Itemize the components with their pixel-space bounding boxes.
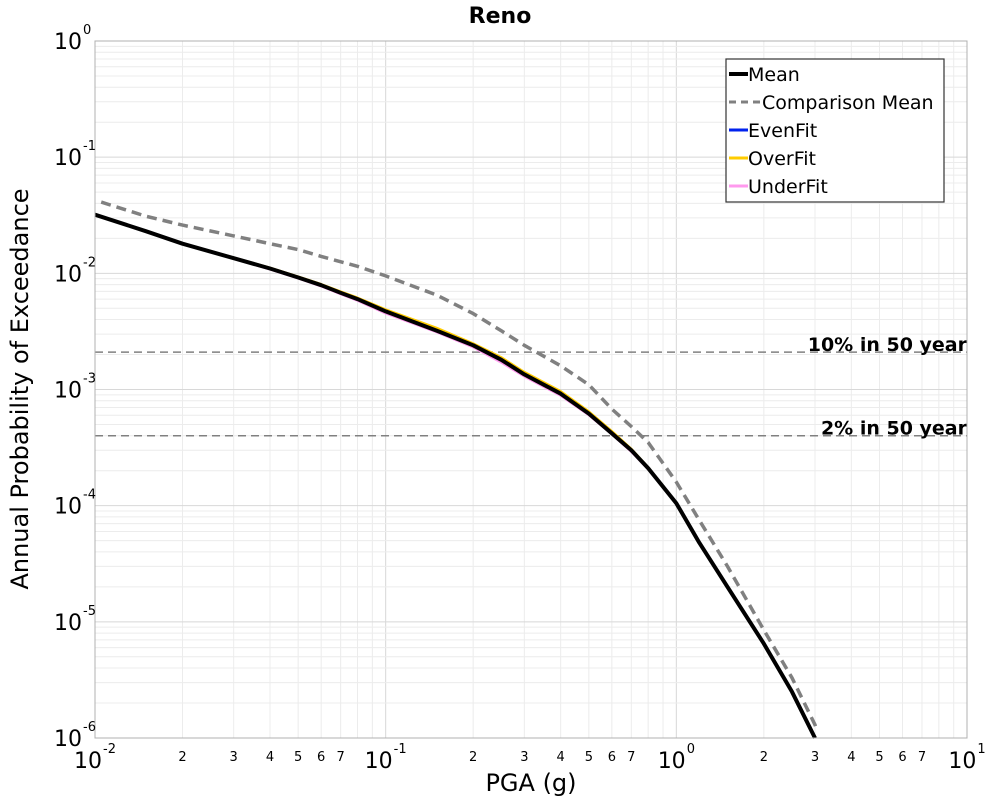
y-tick-label: 10-3	[54, 372, 96, 404]
x-minor-tick-label: 7	[918, 750, 926, 765]
plot-frame	[94, 40, 968, 739]
x-minor-tick-label: 7	[627, 750, 635, 765]
y-tick-exponent: -6	[83, 720, 96, 735]
x-minor-tick-label: 4	[266, 750, 274, 765]
x-tick-label: 101	[948, 742, 985, 774]
x-minor-tick-label: 5	[875, 750, 883, 765]
x-tick-label: 10-1	[365, 742, 407, 774]
y-tick-exponent: -3	[83, 372, 96, 387]
y-tick-exponent: -1	[83, 139, 96, 154]
legend-label: Mean	[748, 64, 800, 86]
reference-lines: 10% in 50 year 2% in 50 year	[95, 334, 968, 440]
legend-label: EvenFit	[748, 120, 817, 142]
x-minor-tick-label: 6	[898, 750, 906, 765]
y-tick-exponent: 0	[83, 23, 91, 38]
x-minor-tick-label: 4	[557, 750, 565, 765]
y-tick-label: 10-1	[54, 139, 96, 171]
y-tick-label: 100	[54, 23, 91, 55]
reference-line-label: 2% in 50 year	[821, 418, 968, 440]
x-minor-tick-label: 6	[317, 750, 325, 765]
x-minor-tick-label: 6	[608, 750, 616, 765]
chart-title: Reno	[469, 4, 532, 29]
series-line-comparison-mean	[100, 200, 819, 732]
y-tick-exponent: -2	[83, 255, 96, 270]
y-tick-label: 10-2	[54, 255, 96, 287]
y-tick-label: 10-6	[54, 720, 96, 752]
y-tick-label: 10-4	[54, 488, 96, 520]
x-tick-exponent: -1	[394, 742, 407, 757]
legend-label: OverFit	[748, 148, 816, 170]
x-minor-tick-label: 3	[520, 750, 528, 765]
x-minor-tick-label: 2	[469, 750, 477, 765]
x-minor-tick-label: 3	[811, 750, 819, 765]
x-minor-tick-label: 3	[230, 750, 238, 765]
legend-label: Comparison Mean	[762, 92, 934, 114]
x-minor-tick-label: 5	[585, 750, 593, 765]
series-line-underfit	[94, 214, 816, 739]
legend-box	[725, 58, 945, 203]
x-tick-exponent: 1	[977, 742, 985, 757]
grid	[94, 41, 967, 739]
y-axis-title: Annual Probability of Exceedance	[6, 188, 34, 589]
x-minor-tick-label: 7	[337, 750, 345, 765]
x-tick-exponent: -2	[103, 742, 116, 757]
legend: Mean Comparison Mean EvenFit OverFit UnderFi…	[725, 58, 945, 203]
y-tick-exponent: -5	[83, 604, 96, 619]
x-axis-title: PGA (g)	[485, 769, 576, 797]
series-line-mean	[94, 212, 817, 739]
y-axis-ticks: 100 10-1 10-2 10-3 10-4 10-5 10-6	[54, 23, 96, 752]
y-tick-exponent: -4	[83, 488, 96, 503]
reference-line-label: 10% in 50 year	[808, 334, 968, 356]
x-tick-label: 100	[658, 742, 695, 774]
series-lines	[94, 200, 819, 739]
y-tick-label: 10-5	[54, 604, 96, 636]
x-tick-exponent: 0	[687, 742, 695, 757]
x-minor-tick-label: 2	[178, 750, 186, 765]
x-minor-tick-label: 5	[294, 750, 302, 765]
series-line-evenfit	[94, 213, 816, 739]
x-minor-tick-label: 4	[847, 750, 855, 765]
legend-label: UnderFit	[748, 176, 828, 198]
x-minor-tick-label: 2	[760, 750, 768, 765]
series-line-overfit	[94, 213, 816, 739]
